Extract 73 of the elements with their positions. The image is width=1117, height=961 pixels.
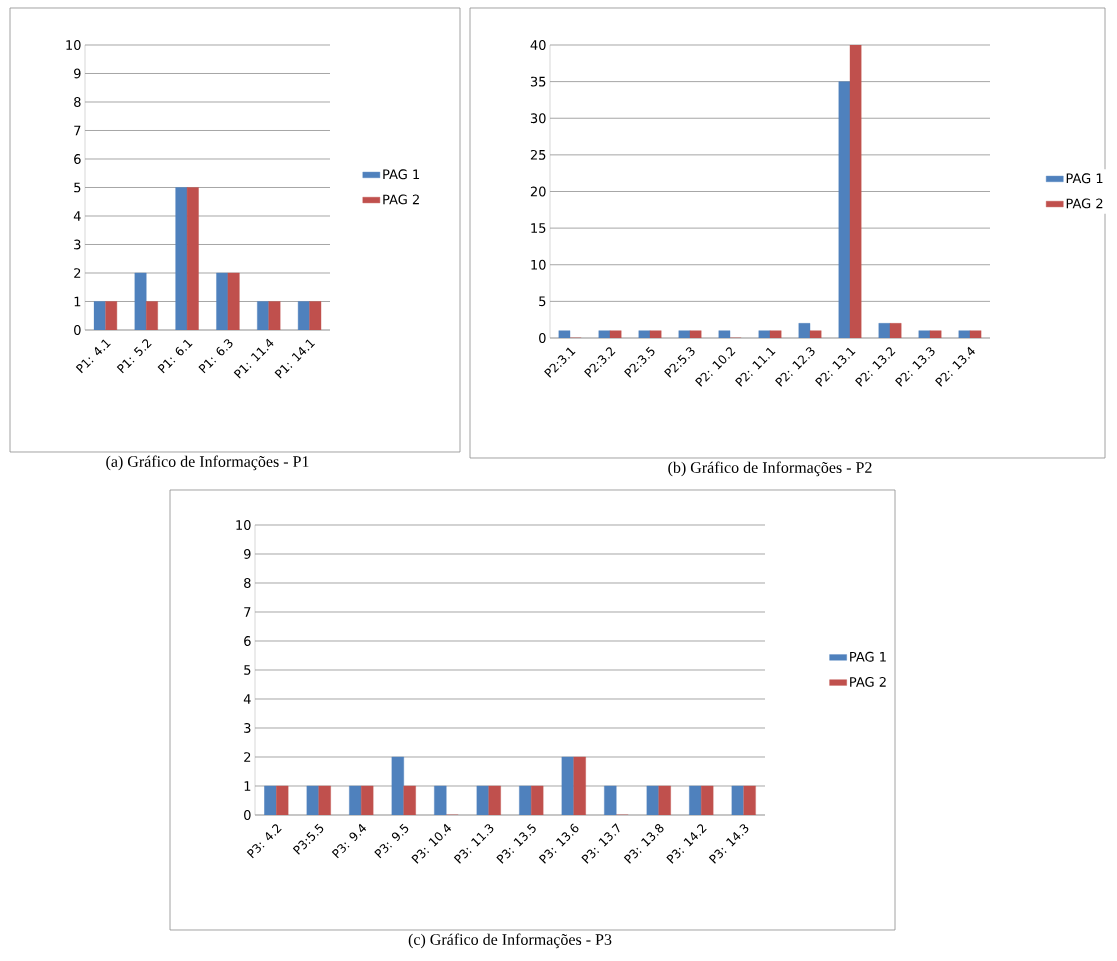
y-tick-label: 35 [530,76,546,87]
bar [678,330,691,338]
bar [175,187,188,330]
y-tick-label: 0 [244,810,251,820]
bar [969,330,982,338]
y-tick-label: 7 [244,607,251,617]
x-tick-label: P3: 9.5 [374,823,409,859]
y-tick-label: 4 [243,694,251,704]
bar [838,81,851,338]
legend-label: PAG 1 [383,169,420,180]
y-tick-label: 8 [244,578,251,588]
y-tick-label: 5 [244,665,251,675]
bar [216,272,229,330]
x-tick-label: P1: 6.1 [157,339,193,374]
y-tick-label: 3 [244,723,251,733]
legend-label: PAG 2 [1066,198,1103,209]
y-tick-label: 10 [236,520,251,530]
bar [134,272,147,330]
y-tick-label: 2 [74,268,81,278]
y-tick-label: 20 [530,186,546,197]
legend-label: PAG 1 [1066,173,1103,184]
y-tick-label: 5 [539,296,546,307]
y-tick-label: 6 [74,154,81,164]
y-tick-label: 9 [244,549,251,559]
text: (c) Gráfico de Informações - P3 [408,933,612,949]
bar [958,330,971,338]
y-tick-label: 10 [531,259,546,270]
y-tick-label: 6 [244,636,251,646]
y-tick-label: 1 [74,296,81,307]
x-tick-label: P1: 5.2 [116,339,152,374]
x-tick-label: P3: 9.4 [331,823,367,859]
bar [918,330,931,338]
x-tick-label: P3: 4.2 [246,824,282,859]
y-tick-label: 15 [531,223,546,233]
y-tick-label: 2 [244,752,251,762]
y-tick-label: 10 [66,40,81,50]
bar [609,330,622,338]
bar [798,323,811,338]
bar [93,301,106,330]
bar [257,301,269,330]
y-tick-label: 9 [74,68,81,79]
bar [649,330,662,338]
y-tick-label: 30 [530,113,546,124]
x-tick-label: P1: 4.1 [75,339,111,374]
y-tick-label: 0 [74,325,81,335]
bar [849,44,862,338]
legend-label: PAG 2 [383,194,419,205]
bar [718,330,731,338]
y-tick-label: 0 [539,333,546,343]
text: (b) Gráfico de Informações - P2 [668,461,872,477]
bar [598,330,611,338]
bar [558,330,571,338]
y-tick-label: 5 [74,182,81,193]
bar [889,323,902,338]
bar [758,330,771,338]
y-tick-label: 4 [73,211,81,221]
bar [878,323,891,338]
bar [809,330,822,338]
bar [297,301,310,330]
y-tick-label: 8 [74,97,81,107]
legend-label: PAG 2 [850,676,886,687]
bar [929,330,942,338]
bar [638,330,651,338]
text: (a) Gráfico de Informações - P1 [106,455,309,471]
y-tick-label: 25 [530,149,546,160]
legend-label: PAG 1 [850,651,886,662]
y-tick-label: 7 [74,125,81,136]
bar [689,330,702,338]
x-tick-label: P1: 6.3 [198,339,233,374]
y-tick-label: 40 [530,40,546,50]
y-tick-label: 3 [74,239,81,250]
y-tick-label: 1 [244,781,251,791]
bar [769,330,782,338]
